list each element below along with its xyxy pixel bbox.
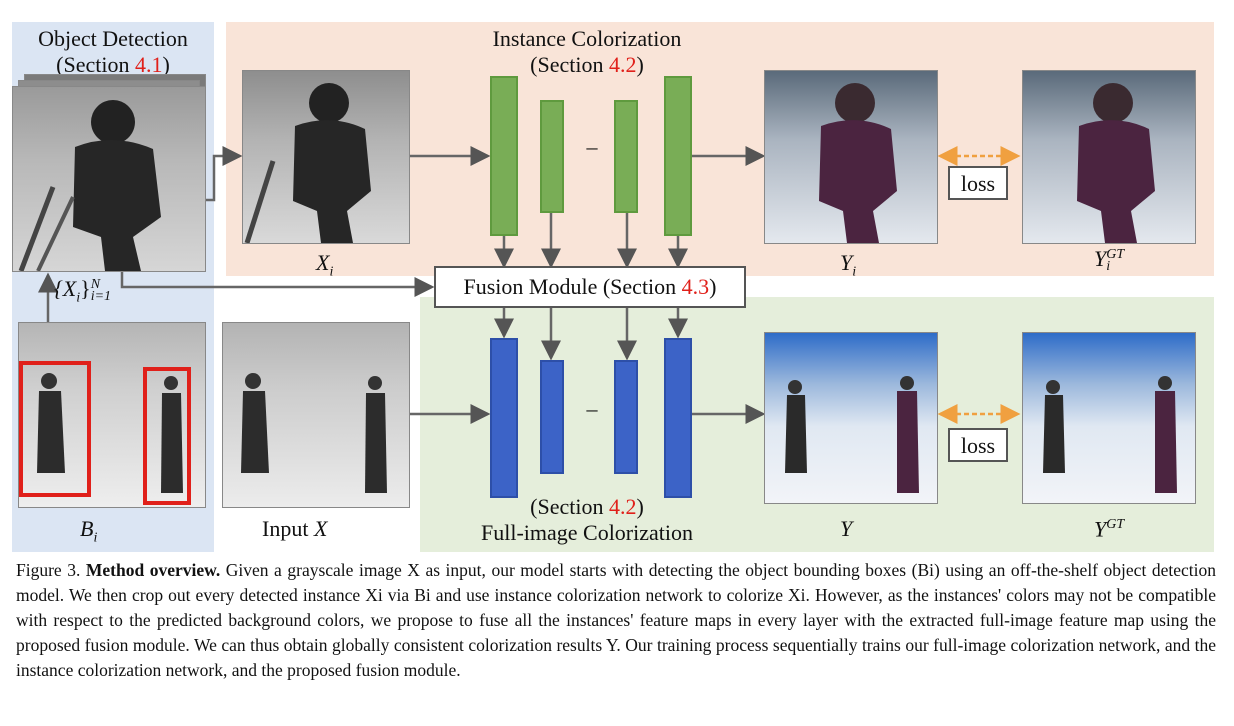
full-network-layer-1 bbox=[490, 338, 518, 498]
full-ground-truth-image bbox=[1022, 332, 1196, 504]
full-result-image bbox=[764, 332, 938, 504]
instance-network-layer-4 bbox=[664, 76, 692, 236]
instance-skier-icon bbox=[244, 83, 371, 243]
full-image-loss-box: loss bbox=[948, 428, 1008, 462]
yi-label: Yi bbox=[840, 250, 857, 280]
arrow-detection-to-xi bbox=[204, 146, 243, 202]
input-image bbox=[222, 322, 410, 508]
xi-label: Xi bbox=[316, 250, 334, 280]
caption-prefix: Figure 3. bbox=[16, 560, 86, 580]
full-network-layer-2 bbox=[540, 360, 564, 474]
full-result-skiers-icon bbox=[785, 376, 919, 493]
instance-gt-skier-icon bbox=[1077, 83, 1155, 243]
fusion-module-box: Fusion Module (Section 4.3) bbox=[434, 266, 746, 308]
y-label: Y bbox=[840, 516, 853, 541]
y-gt-label: YGT bbox=[1094, 516, 1125, 542]
instance-result-skier-icon bbox=[819, 83, 897, 243]
full-network-ellipsis: – bbox=[586, 396, 598, 421]
instance-colorization-title: Instance Colorization (Section 4.2) bbox=[492, 26, 682, 77]
full-network-layer-3 bbox=[614, 360, 638, 474]
figure-caption: Figure 3. Method overview. Given a grays… bbox=[16, 558, 1216, 683]
caption-bold: Method overview. bbox=[85, 560, 221, 580]
instances-set-label: {Xi}N i=1 bbox=[54, 276, 112, 306]
instance-network-layer-3 bbox=[614, 100, 638, 213]
instance-ground-truth-image bbox=[1022, 70, 1196, 244]
full-image-colorization-title: (Section 4.2) Full-image Colorization bbox=[480, 494, 694, 545]
input-skiers-icon bbox=[241, 373, 387, 493]
full-gt-skiers-icon bbox=[1043, 376, 1177, 493]
instance-crop-image bbox=[242, 70, 410, 244]
arrows-layer bbox=[38, 146, 1021, 424]
bi-label: Bi bbox=[80, 516, 98, 546]
bbox-overlay bbox=[19, 361, 191, 505]
instance-network-ellipsis: – bbox=[586, 134, 598, 159]
input-x-label: Input X bbox=[262, 516, 328, 541]
instance-loss-box: loss bbox=[948, 166, 1008, 200]
bounding-boxes-image bbox=[18, 322, 206, 508]
full-network-layer-4 bbox=[664, 338, 692, 498]
yi-gt-label: YGT i bbox=[1094, 246, 1125, 274]
detection-image-front bbox=[12, 86, 206, 272]
arrow-crops-to-fusion bbox=[120, 272, 435, 297]
skier-silhouette-icon bbox=[18, 100, 161, 271]
instance-network-layer-1 bbox=[490, 76, 518, 236]
object-detection-title: Object Detection (Section 4.1) bbox=[38, 26, 188, 77]
instance-result-image bbox=[764, 70, 938, 244]
caption-text: Given a grayscale image X as input, our … bbox=[16, 560, 1216, 680]
instance-network-layer-2 bbox=[540, 100, 564, 213]
